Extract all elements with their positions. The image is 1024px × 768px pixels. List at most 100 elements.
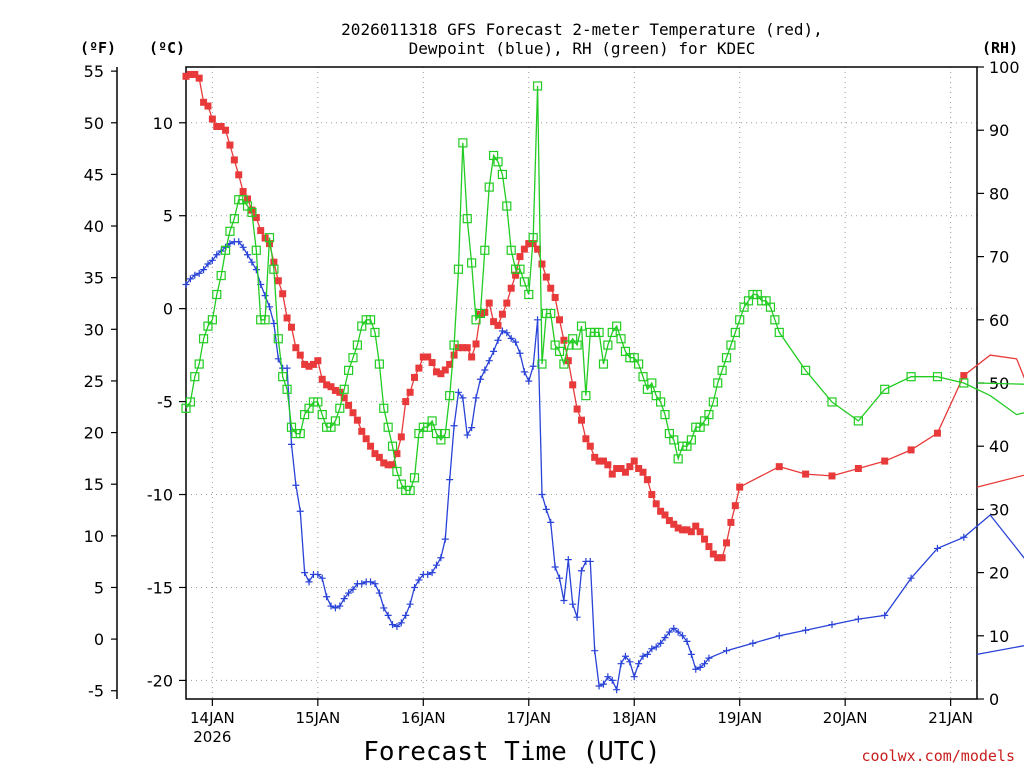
dewpoint-point [292, 481, 300, 489]
temperature-point [274, 277, 282, 285]
rh-point [765, 302, 776, 312]
rh-point [906, 372, 916, 382]
rh-point [537, 359, 547, 369]
temperature-point [534, 245, 542, 253]
rh-point [581, 391, 591, 401]
rh-point [220, 245, 231, 255]
fahrenheit-unit-label: (ºF) [80, 39, 116, 57]
rh-point [295, 428, 305, 439]
temperature-point [292, 344, 300, 352]
rh-tick-label: 20 [989, 564, 1009, 583]
dewpoint-point [907, 574, 915, 582]
temperature-point [432, 368, 440, 376]
temperature-point [296, 351, 304, 359]
temperature-point [331, 386, 339, 394]
dewpoint-point [657, 639, 665, 647]
dewpoint-point [296, 507, 304, 515]
temperature-point [608, 470, 616, 478]
dewpoint-point [613, 686, 621, 694]
temperature-point [933, 429, 941, 437]
temperature-point [578, 416, 585, 424]
dewpoint-point [538, 491, 546, 499]
temperature-point [327, 383, 335, 391]
temperature-point [235, 171, 243, 179]
dewpoint-point [476, 375, 484, 383]
temperature-point [406, 388, 414, 396]
rh-point [462, 214, 472, 224]
temperature-point [635, 465, 643, 473]
rh-point [801, 365, 811, 375]
dewpoint-point [652, 643, 660, 651]
rh-point [198, 334, 209, 344]
rh-point [502, 201, 512, 211]
temperature-point [674, 524, 682, 532]
rh-point [598, 359, 609, 369]
celsius-tick-label: -10 [147, 486, 173, 505]
temperature-point [494, 321, 502, 329]
fahrenheit-tick-label: 50 [84, 114, 104, 133]
dewpoint-point [345, 589, 353, 597]
dewpoint-point [248, 258, 256, 266]
rh-point [370, 327, 380, 338]
rh-point [713, 378, 723, 388]
fahrenheit-tick-label: 15 [84, 475, 104, 494]
temperature-point [270, 258, 278, 266]
dewpoint-point [494, 336, 502, 344]
dewpoint-point [397, 619, 405, 627]
dewpoint-point [802, 626, 810, 634]
rh-point [528, 233, 538, 243]
dewpoint-point [454, 388, 462, 396]
temperature-point [226, 141, 234, 149]
dewpoint-point [525, 377, 533, 385]
temperature-point [279, 290, 287, 298]
celsius-tick-label: -20 [147, 671, 173, 690]
rh-point [616, 334, 626, 344]
dewpoint-point [441, 535, 449, 543]
celsius-unit-label: (ºC) [149, 39, 185, 57]
dewpoint-point [283, 364, 291, 372]
series-rh [181, 81, 1024, 496]
dewpoint-point [679, 632, 687, 640]
dewpoint-point [701, 660, 709, 668]
celsius-tick-label: -5 [157, 393, 173, 412]
fahrenheit-tick-label: 5 [94, 578, 104, 597]
fahrenheit-tick-label: 45 [84, 165, 104, 184]
temperature-point [314, 357, 322, 365]
temperature-point [411, 373, 419, 381]
celsius-tick-label: 10 [153, 114, 173, 133]
rh-point [735, 315, 745, 325]
temperature-point [468, 353, 476, 361]
temperature-point [490, 318, 498, 326]
x-tick-label: 17JAN [506, 709, 551, 727]
rh-point [475, 308, 486, 319]
rh-point [594, 327, 604, 338]
dewpoint-point [692, 665, 700, 673]
celsius-tick-label: 0 [163, 300, 173, 319]
celsius-tick-label: 5 [163, 207, 173, 226]
dewpoint-point [498, 327, 506, 335]
rh-point [343, 365, 354, 375]
dewpoint-point [463, 431, 471, 439]
dewpoint-point [775, 632, 783, 640]
temperature-point [639, 468, 647, 476]
x-tick-year-label: 2026 [193, 728, 231, 746]
temperature-point [353, 416, 361, 424]
dewpoint-point [828, 621, 836, 629]
dewpoint-point [186, 275, 194, 283]
temperature-point [613, 465, 621, 473]
rh-tick-label: 30 [989, 500, 1009, 519]
dewpoint-point [560, 596, 568, 604]
temperature-point [582, 435, 590, 443]
temperature-point [345, 401, 353, 409]
site-credit: coolwx.com/models [861, 747, 1015, 765]
dewpoint-point [428, 569, 436, 577]
dewpoint-point [621, 652, 629, 660]
rh-point [212, 289, 222, 300]
dewpoint-point [235, 238, 243, 246]
dewpoint-point [331, 604, 339, 612]
dewpoint-point [586, 557, 594, 565]
fahrenheit-tick-label: 35 [84, 269, 104, 288]
rh-point [532, 81, 543, 91]
dewpoint-point [389, 621, 397, 629]
rh-point [269, 264, 279, 274]
